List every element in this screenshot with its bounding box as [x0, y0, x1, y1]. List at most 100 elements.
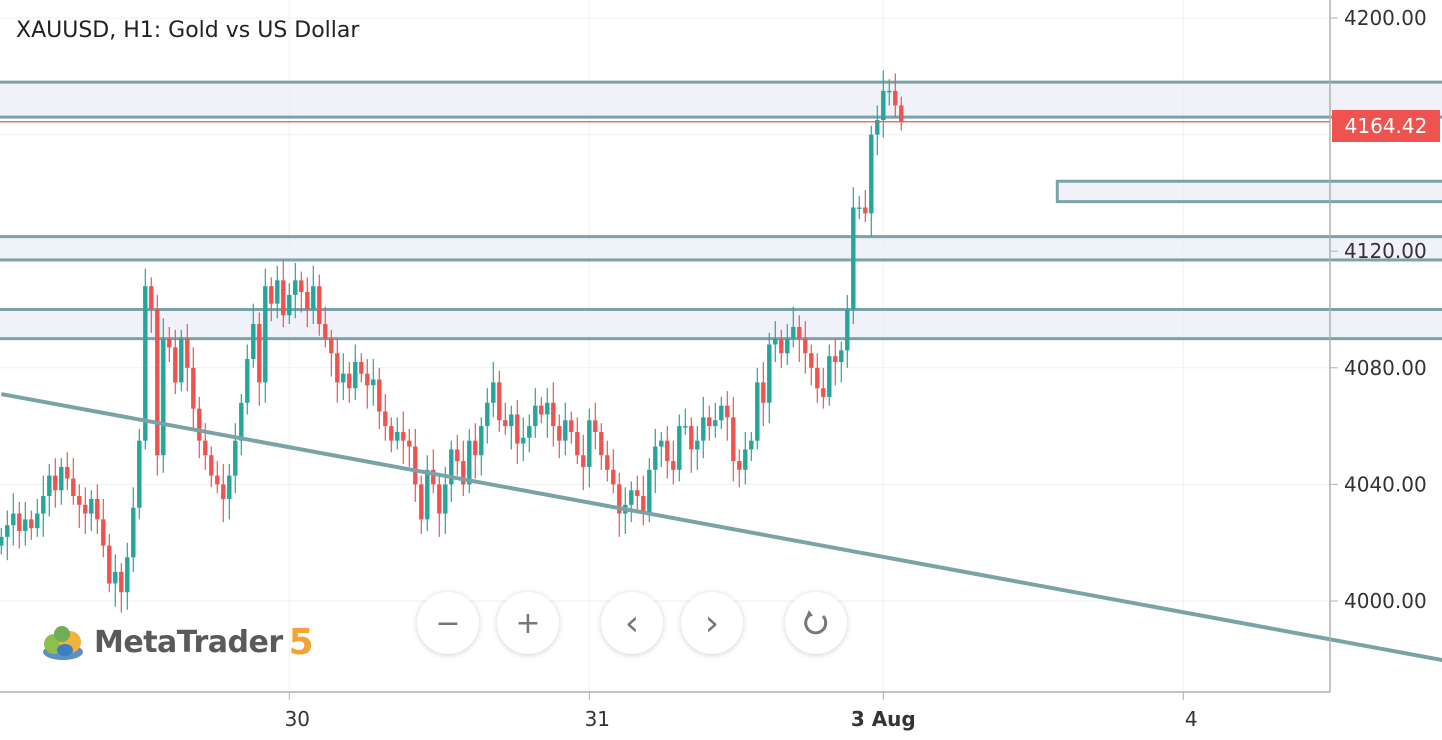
- support-resistance-zone[interactable]: [0, 235, 1442, 262]
- candle-body: [281, 280, 286, 316]
- candle-body: [467, 440, 472, 485]
- candle-body: [203, 440, 208, 456]
- candle-body: [869, 134, 874, 214]
- candle-body: [365, 373, 370, 386]
- candle-body: [239, 402, 244, 441]
- candle-body: [743, 449, 748, 470]
- candle-body: [545, 402, 550, 415]
- support-resistance-zone[interactable]: [1055, 179, 1442, 204]
- candle-body: [5, 525, 10, 537]
- y-tick-label: 4080.00: [1344, 356, 1427, 380]
- candle-body: [287, 294, 292, 316]
- candle-body: [251, 324, 256, 360]
- candle-body: [155, 309, 160, 456]
- candle-body: [473, 440, 478, 456]
- y-tick-label: 4040.00: [1344, 472, 1427, 496]
- candle-body: [47, 475, 52, 497]
- candle-body: [875, 120, 880, 135]
- candle-body: [209, 455, 214, 476]
- candle-body: [371, 379, 376, 386]
- scroll-right-button[interactable]: ›: [681, 592, 743, 654]
- candle-body: [551, 402, 556, 427]
- candle-body: [113, 571, 118, 584]
- candle-body: [101, 519, 106, 546]
- y-tick-label: 4120.00: [1344, 239, 1427, 263]
- candle-body: [509, 414, 514, 427]
- x-tick-label: 30: [285, 707, 310, 731]
- support-resistance-zone[interactable]: [0, 308, 1442, 341]
- candle-body: [485, 402, 490, 427]
- candle-body: [563, 420, 568, 441]
- candle-body: [11, 513, 16, 526]
- candle-body: [149, 286, 154, 310]
- candle-body: [863, 207, 868, 214]
- logo-text: MetaTrader: [94, 624, 283, 660]
- candle-body: [131, 507, 136, 558]
- candle-body: [167, 338, 172, 348]
- candle-body: [581, 455, 586, 467]
- candle-body: [821, 388, 826, 397]
- candle-body: [527, 426, 532, 438]
- candle-body: [23, 519, 28, 532]
- candle-body: [257, 324, 262, 383]
- candle-body: [767, 344, 772, 403]
- candle-body: [569, 420, 574, 432]
- candle-body: [161, 338, 166, 456]
- reset-icon: [804, 610, 828, 635]
- chevron-left-icon: ‹: [624, 602, 640, 644]
- y-tick-label: 4200.00: [1344, 6, 1427, 30]
- candle-body: [419, 484, 424, 520]
- candle-body: [479, 426, 484, 456]
- logo-number: 5: [288, 621, 314, 663]
- x-tick-label: 4: [1185, 707, 1198, 731]
- candle-body: [323, 324, 328, 339]
- trendline[interactable]: [0, 392, 1442, 671]
- minus-icon: −: [435, 605, 461, 641]
- scroll-left-button[interactable]: ‹: [601, 592, 663, 654]
- candle-body: [41, 496, 46, 514]
- candle-body: [719, 405, 724, 421]
- candle-body: [683, 426, 688, 428]
- candle-body: [197, 408, 202, 441]
- candle-body: [413, 446, 418, 485]
- candle-body: [647, 469, 652, 514]
- candle-body: [815, 367, 820, 389]
- candle-body: [737, 461, 742, 470]
- candle-body: [833, 356, 838, 362]
- candle-body: [143, 286, 148, 441]
- chart-title: XAUUSD, H1: Gold vs US Dollar: [16, 18, 360, 43]
- metatrader-logo: MetaTrader 5: [40, 620, 314, 664]
- zoom-in-button[interactable]: +: [497, 592, 559, 654]
- candle-body: [443, 484, 448, 514]
- candle-body: [119, 571, 124, 593]
- candle-body: [449, 449, 454, 485]
- candle-body: [59, 466, 64, 491]
- support-resistance-zone[interactable]: [0, 80, 1442, 119]
- candle-body: [53, 475, 58, 491]
- candle-body: [383, 411, 388, 427]
- candle-body: [71, 478, 76, 497]
- candle-body: [779, 338, 784, 354]
- candle-body: [311, 286, 316, 310]
- candle-body: [401, 431, 406, 441]
- candle-body: [269, 286, 274, 304]
- candle-body: [857, 207, 862, 209]
- candle-body: [173, 347, 178, 383]
- candle-body: [221, 484, 226, 499]
- candle-body: [689, 426, 694, 450]
- candle-body: [29, 519, 34, 529]
- candle-body: [329, 338, 334, 354]
- zoom-out-button[interactable]: −: [417, 592, 479, 654]
- candle-body: [437, 484, 442, 514]
- candle-body: [605, 455, 610, 470]
- candle-body: [347, 373, 352, 389]
- candle-body: [215, 475, 220, 485]
- candle-body: [491, 382, 496, 403]
- reset-chart-button[interactable]: [785, 592, 847, 654]
- candle-body: [17, 513, 22, 532]
- candle-body: [899, 105, 904, 122]
- x-tick-label: 3 Aug: [851, 707, 916, 731]
- candle-body: [503, 420, 508, 427]
- candle-body: [827, 356, 832, 397]
